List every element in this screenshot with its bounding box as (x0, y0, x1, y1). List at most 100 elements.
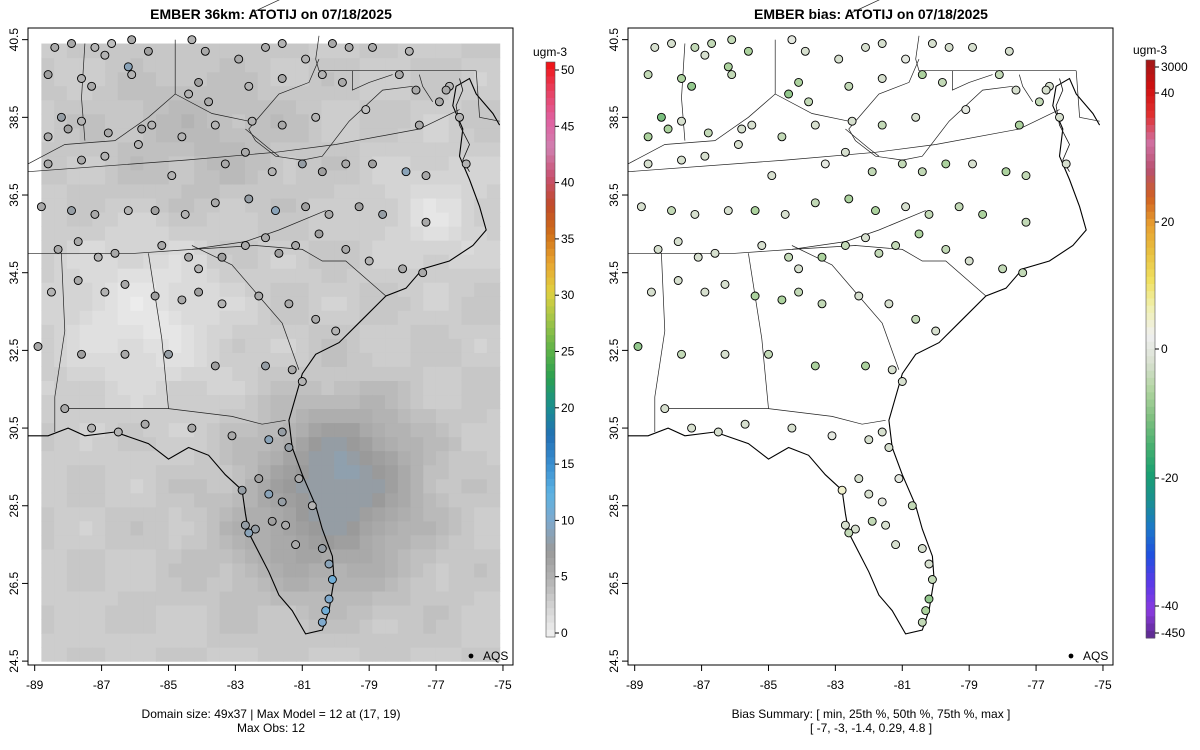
bias-station-marker (690, 42, 700, 52)
model-colorbar-swatch (546, 248, 555, 257)
heat-cell (206, 450, 221, 466)
bias-station-marker (673, 276, 683, 285)
heat-cell (105, 310, 119, 325)
heat-cell (41, 113, 55, 129)
model-station-marker (281, 520, 291, 530)
model-state-border (245, 128, 280, 157)
bias-station-marker (810, 120, 820, 130)
heat-cell (423, 99, 437, 115)
heat-cell (66, 394, 81, 410)
bias-colorbar-swatch (1146, 146, 1155, 155)
bias-colorbar-swatch (1146, 479, 1155, 487)
heat-cell (257, 240, 272, 255)
heat-cell (66, 380, 81, 396)
model-colorbar-swatch (546, 543, 555, 552)
heat-cell (232, 324, 246, 339)
model-colorbar-swatch (546, 572, 555, 580)
heat-cell (410, 366, 424, 381)
heat-cell (435, 619, 450, 634)
heat-cell (54, 562, 68, 578)
heat-cell (308, 380, 323, 396)
model-station-marker (254, 291, 264, 301)
heat-cell (194, 647, 208, 662)
model-colorbar-swatch (546, 428, 555, 437)
heat-cell (359, 310, 373, 325)
heat-cell (206, 436, 221, 452)
heat-cell (155, 141, 170, 157)
heat-cell (194, 296, 208, 311)
heat-cell (461, 633, 475, 648)
model-legend-marker (468, 653, 474, 659)
model-colorbar-label: 45 (561, 119, 575, 133)
heat-cell (54, 436, 68, 452)
heat-cell (219, 99, 233, 115)
bias-station-marker (667, 39, 676, 48)
heat-cell (232, 562, 246, 578)
heat-cell (270, 380, 284, 396)
bias-y-tick-label: 40.5 (607, 28, 621, 52)
bias-station-marker (877, 427, 887, 437)
bias-colorbar-swatch (1146, 356, 1155, 364)
heat-cell (155, 562, 170, 578)
heat-cell (66, 183, 81, 199)
heat-cell (486, 492, 501, 508)
bias-station-marker (777, 132, 787, 142)
heat-cell (283, 282, 297, 297)
bias-station-marker (677, 116, 686, 126)
heat-cell (206, 534, 221, 550)
heat-cell (155, 282, 170, 297)
heat-cell (245, 464, 259, 480)
heat-cell (435, 169, 450, 185)
model-colorbar-label: 25 (561, 345, 575, 359)
bias-station-marker (1014, 120, 1024, 130)
heat-cell (92, 408, 106, 424)
bias-station-marker (817, 299, 827, 309)
heat-cell (359, 296, 373, 311)
heat-cell (486, 99, 501, 115)
model-colorbar-swatch (546, 126, 555, 135)
heat-cell (461, 478, 475, 494)
heat-cell (410, 99, 424, 115)
heat-cell (423, 282, 437, 297)
bias-station-marker (633, 342, 643, 351)
bias-colorbar-swatch (1146, 67, 1155, 75)
heat-cell (435, 113, 450, 129)
heat-cell (448, 155, 463, 171)
bias-station-marker (871, 206, 880, 216)
heat-cell (423, 57, 437, 73)
heat-cell (448, 197, 463, 213)
bias-state-border (681, 43, 686, 141)
heat-cell (245, 492, 259, 508)
heat-cell (385, 338, 399, 353)
heat-cell (486, 380, 501, 396)
heat-cell (105, 492, 119, 508)
heat-cell (474, 43, 488, 59)
heat-cell (130, 436, 144, 452)
heat-cell (385, 254, 399, 269)
model-station-marker (244, 528, 254, 538)
heat-cell (397, 647, 412, 662)
heat-cell (308, 240, 323, 255)
model-station-marker (398, 264, 408, 274)
heat-cell (92, 113, 106, 129)
heat-cell (334, 99, 348, 115)
heat-cell (54, 380, 68, 396)
heat-cell (181, 647, 195, 662)
heat-cell (448, 464, 463, 480)
bias-station-marker (944, 42, 954, 52)
heat-cell (308, 155, 323, 171)
heat-cell (54, 155, 68, 171)
heat-cell (385, 450, 399, 466)
heat-cell (181, 197, 195, 213)
heat-cell (486, 619, 501, 634)
heat-cell (54, 141, 68, 157)
model-station-marker (414, 120, 424, 130)
bias-station-marker (924, 559, 934, 569)
model-plot-frame (27, 27, 514, 666)
heat-cell (54, 590, 68, 606)
bias-y-tick-label: 32.5 (607, 338, 621, 362)
heat-cell (359, 394, 373, 410)
model-station-marker (210, 198, 220, 208)
heat-cell (206, 57, 221, 73)
heat-cell (143, 310, 157, 325)
